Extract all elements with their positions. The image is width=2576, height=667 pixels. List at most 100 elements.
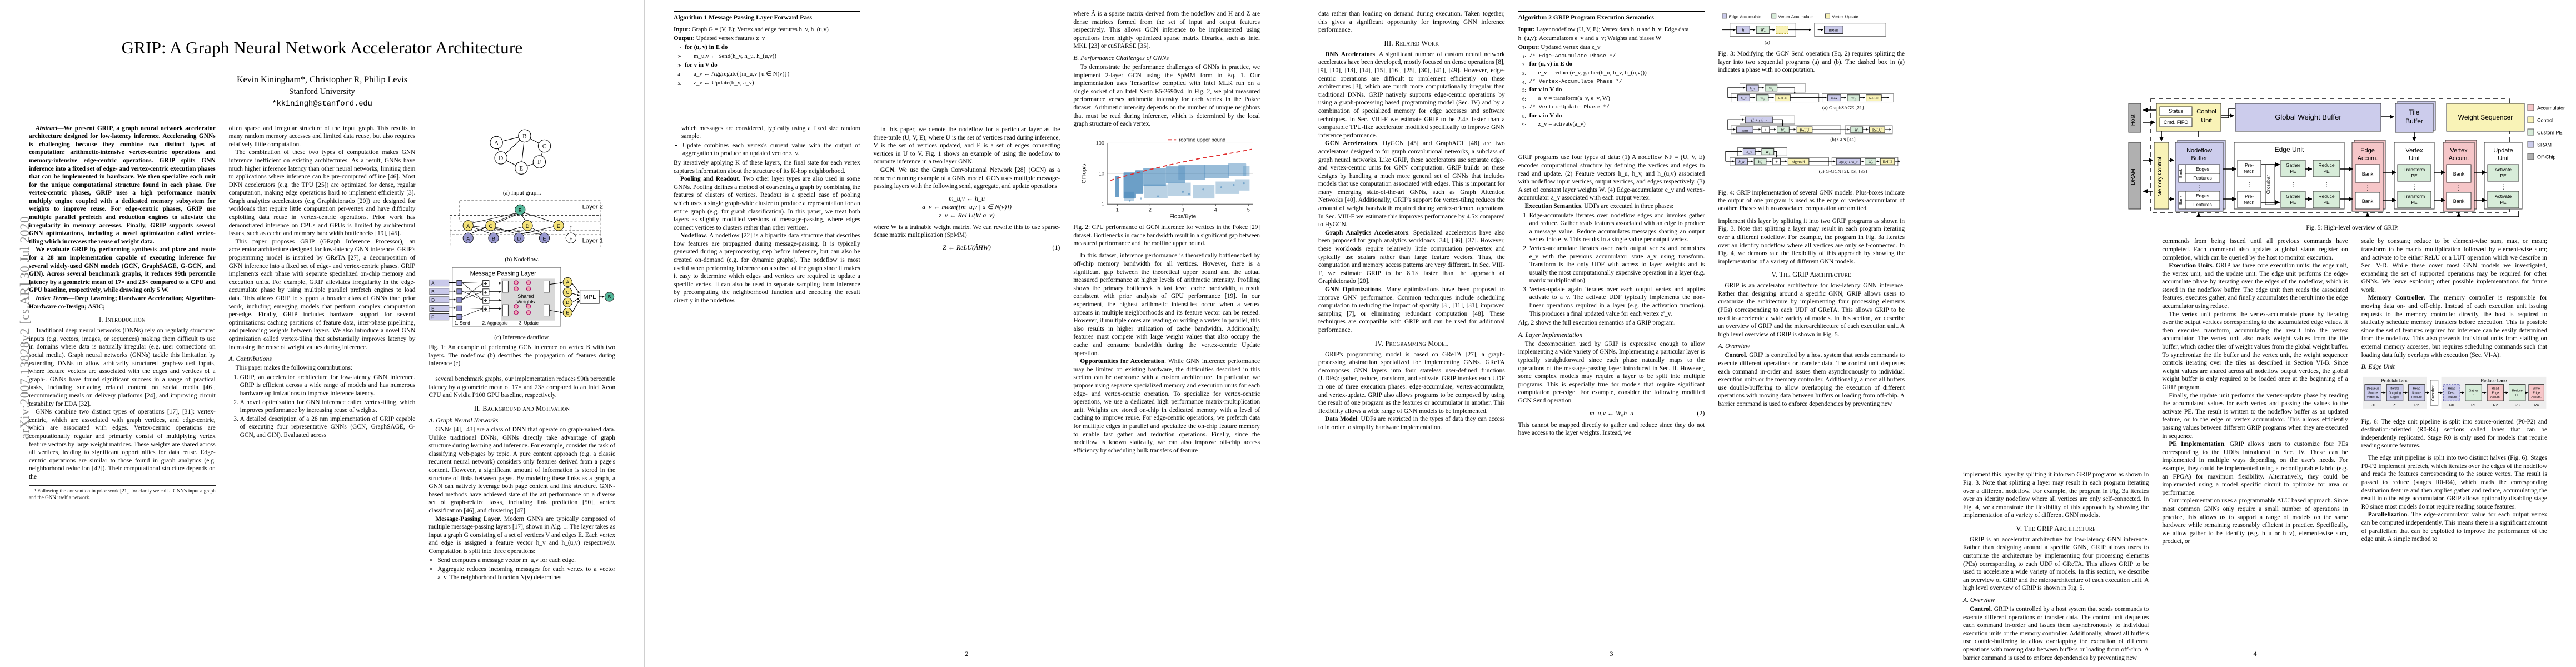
svg-text:P0: P0 (2370, 404, 2375, 407)
fig5-transformpe-label-2: PE (2411, 173, 2418, 178)
fig3-legend-0: Edge-Accumulate (1729, 14, 1761, 19)
subsection-overview: A. Overview (1718, 342, 1750, 350)
fig5-bank-label: Bank (2179, 169, 2183, 178)
section-heading-background: II. Background and Motivation (474, 404, 570, 412)
fig5-edgeunit-label: Edge Unit (2275, 146, 2304, 153)
fig5-gatherpe-label-2: PE (2290, 168, 2296, 174)
fig2-xlabel: Flops/Byte (1170, 213, 1197, 220)
message-passing-runin: Message-Passing Layer (435, 515, 500, 522)
page4-column-3: scale by constant; reduce to be element-… (2361, 237, 2547, 662)
algorithm-2-output: Output: Updated vertex data z_v (1518, 43, 1705, 52)
page-3[interactable]: data rather than loading on demand durin… (1289, 0, 1934, 667)
list-item: Update combines each vertex's current va… (682, 142, 860, 158)
svg-text:D: D (526, 223, 530, 229)
svg-text:R1: R1 (2471, 404, 2476, 407)
svg-text:PE: PE (2500, 200, 2507, 205)
svg-text:Source: Source (2368, 392, 2378, 395)
svg-text:h: h (1742, 28, 1745, 33)
svg-text:F: F (431, 315, 434, 320)
p1c2-paragraph-1: often sparse and irregular structure of … (228, 125, 416, 148)
fig5-updateunit-label-1: Update (2493, 147, 2513, 154)
parallelization-text: . The edge-accumulator value for each ou… (2361, 511, 2547, 543)
p3c2-paragraph-5: This cannot be mapped directly to gather… (1518, 421, 1705, 437)
page2-column-3: where Â is a sparse matrix derived from … (1073, 10, 1260, 455)
list-item: Aggregate reduces incoming messages for … (437, 565, 615, 581)
fig4-caption: Fig. 4: GRIP implementation of several G… (1718, 189, 1905, 212)
fig5-legend-label-0: Accumulator (2537, 106, 2565, 111)
p2c2-paragraph-1: In this paper, we denote the nodeflow fo… (873, 126, 1060, 166)
p3c1-paragraph-2: DNN Accelerators. A significant number o… (1318, 51, 1505, 140)
svg-text:E: E (566, 311, 570, 316)
p3c1-paragraph-5: GNN Optimizations. Many optimizations ha… (1318, 286, 1505, 335)
fig5-updateunit-label-2: Unit (2498, 155, 2509, 162)
svg-text:max: max (1831, 97, 1838, 101)
svg-text:W₁: W₁ (1769, 87, 1773, 91)
svg-text:Read: Read (2492, 387, 2499, 391)
mpl-operations-list: Send computes a message vector m_u,v for… (428, 556, 615, 581)
p3c1-paragraph-3: GCN Accelerators. HyGCN [45] and GraphAC… (1318, 140, 1505, 229)
p3c2-paragraph-1: GRIP programs use four types of data: (1… (1518, 154, 1705, 202)
affiliation: Stanford University (289, 87, 355, 97)
p2c1-paragraph-3: Nodeflow. A nodeflow [22] is a bipartite… (674, 232, 860, 305)
page-number: 2 (965, 650, 969, 658)
fig5-prefetch-label-1: Pre- (2245, 162, 2254, 168)
p3c3-paragraph-1: implement this layer by splitting it int… (1718, 217, 1905, 265)
fig5-legend-label-3: SRAM (2537, 142, 2552, 148)
p3c1-paragraph-4: Graph Analytics Accelerators. Specialize… (1318, 229, 1505, 286)
list-item: GRIP, an accelerator architecture for lo… (240, 374, 416, 398)
fig5-ellipsis-nf: ⋮ (2196, 184, 2203, 192)
algorithm-line: 4:/* Vertex-Accumulate Phase */ (1522, 78, 1622, 85)
svg-text:5: 5 (1247, 207, 1250, 212)
p2c3-paragraph-2: To demonstrate the performance challenge… (1073, 63, 1260, 128)
p4c2-paragraph-3: The vertex unit performs the vertex-accu… (2162, 311, 2348, 391)
fig5-reducepe-label-2: PE (2323, 168, 2330, 174)
equation-send: m_u,v ← h_u (949, 194, 985, 202)
svg-text:C: C (566, 290, 570, 295)
p3c1-paragraph-1: data rather than loading on demand durin… (1318, 11, 1505, 34)
fig1c-subcaption: (c) Inference dataflow. (494, 334, 550, 341)
fig1a-subcaption: (a) Input graph. (502, 190, 541, 197)
p4c3-paragraph-4: Parallelization. The edge-accumulator va… (2361, 511, 2547, 543)
svg-text:W₀: W₀ (1781, 129, 1786, 133)
page-2[interactable]: Algorithm 1 Message Passing Layer Forwar… (645, 0, 1289, 667)
page2-column-2: which messages are considered, typically… (874, 10, 1060, 455)
page4-column-2: commands from being issued until all pre… (2162, 237, 2348, 662)
fig5-prefetch-label-2: fetch (2244, 168, 2255, 174)
gcn-accel-runin: GCN Accelerators (1325, 140, 1377, 147)
algorithm-line: 3: e_v = reduce(e_v, gather(h_u, h_v, h_(… (1522, 69, 1647, 77)
exec-semantics-text: . UDFs are executed in three phases: (1581, 202, 1674, 210)
page-4[interactable]: Host DRAM Status Cmd. FIFO Control Unit … (1934, 0, 2576, 667)
svg-text:C: C (489, 223, 493, 229)
contact-email: *kkiningh@stanford.edu (272, 99, 372, 109)
svg-text:+: + (484, 307, 487, 312)
page3-column-3: Edge-Accumulate Vertex-Accumulate Vertex… (1718, 10, 1905, 437)
page-1[interactable]: arXiv:2007.13828v2 [cs.AR] 30 Jul 2020 G… (0, 0, 645, 667)
svg-text:C: C (542, 143, 546, 150)
opportunities-text: . While GNN inference performance may be… (1073, 358, 1260, 454)
svg-text:Vertex ID: Vertex ID (2366, 396, 2379, 399)
svg-text:R3: R3 (2514, 404, 2519, 407)
p4c2-paragraph-4: Finally, the update unit performs the ve… (2162, 392, 2348, 440)
page4-column-1: implement this layer by splitting it int… (1963, 237, 2149, 662)
algorithm-2-number: Algorithm 2 (1518, 14, 1552, 21)
svg-text:Activate: Activate (2495, 193, 2512, 199)
fig5-host-label: Host (2130, 114, 2136, 126)
svg-text:+: + (1765, 128, 1767, 133)
p4c2-paragraph-6: Our implementation uses a programmable A… (2162, 497, 2348, 545)
section-heading-grip-architecture: V. The GRIP Architecture (1771, 271, 1851, 279)
footnote-1: ¹ Following the convention in prior work… (29, 485, 216, 501)
svg-text:D: D (431, 298, 435, 303)
list-item: Vertex-update again iterates over each o… (1529, 286, 1705, 318)
svg-text:W₀: W₀ (1761, 28, 1766, 33)
p4c2-paragraph-2: Execution Units. GRIP has three core exe… (2162, 262, 2348, 311)
svg-text:Outgoing: Outgoing (2388, 392, 2400, 395)
svg-text:Source: Source (2411, 392, 2421, 395)
svg-text:W₂: W₂ (1851, 97, 1856, 101)
svg-text:Dest.: Dest. (2448, 392, 2455, 395)
equation-aggregate: a_v ← mean({m_u,v | u ∈ N(v)}) (922, 202, 1012, 211)
fig4-subcap-a: (a) GraphSAGE [21] (1822, 105, 1864, 111)
dnn-accel-runin: DNN Accelerators (1325, 51, 1376, 58)
svg-text:PE: PE (2515, 394, 2519, 397)
